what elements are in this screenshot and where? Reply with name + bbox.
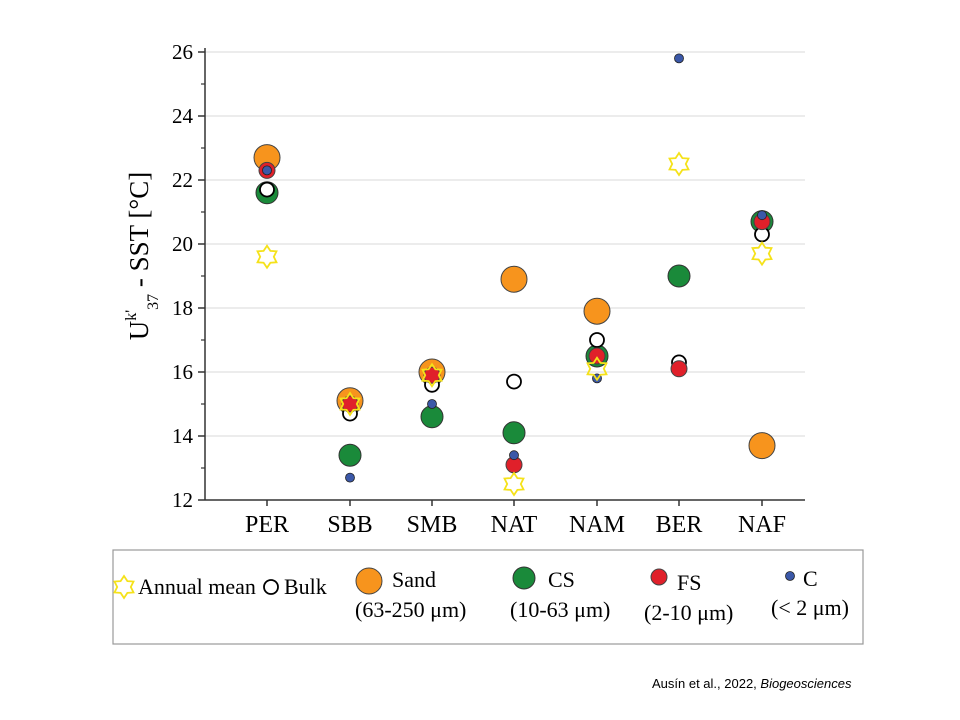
- citation: Ausín et al., 2022, Biogeosciences: [652, 676, 851, 691]
- legend-label: Bulk: [284, 574, 327, 599]
- legend-item-fs: FS (2-10 μm): [644, 568, 733, 625]
- x-category-label: BER: [656, 512, 703, 538]
- legend-item-annual-mean: Annual mean: [113, 574, 256, 600]
- y-tick-label: 24: [172, 104, 194, 128]
- legend-label: Sand: [392, 567, 436, 592]
- legend-label: Annual mean: [138, 574, 256, 599]
- x-category-labels: PER SBB SMB NAT NAM BER NAF: [245, 512, 786, 538]
- point: [339, 391, 361, 417]
- y-axis-label: Uk'37 - SST [°C]: [123, 172, 162, 340]
- point: [420, 405, 444, 429]
- point: [341, 395, 359, 413]
- y-tick-label: 22: [172, 168, 193, 192]
- citation-authors: Ausín et al., 2022,: [652, 676, 761, 691]
- x-category-label: PER: [245, 512, 289, 538]
- point: [674, 53, 684, 64]
- legend-symbol: [785, 571, 795, 581]
- legend-item-sand: Sand (63-250 μm): [355, 567, 466, 622]
- x-category-label: NAF: [738, 512, 786, 538]
- point: [259, 181, 275, 198]
- point: [667, 264, 691, 288]
- legend-symbol: [650, 568, 668, 586]
- point: [583, 297, 611, 325]
- legend: Annual mean Bulk Sand (63-250 μm) CS (10-63 μ…: [112, 549, 864, 645]
- point: [668, 151, 690, 177]
- legend-item-c: C (< 2 μm): [771, 566, 849, 620]
- legend-sublabel: (2-10 μm): [644, 600, 733, 625]
- y-tick-label: 12: [172, 488, 193, 512]
- point: [586, 356, 608, 382]
- legend-box: [112, 549, 864, 645]
- series-cs: [255, 181, 774, 467]
- x-category-label: SMB: [407, 512, 458, 538]
- y-tick-labels: 12 14 16 18 20 22 24 26: [172, 40, 194, 512]
- point: [757, 210, 767, 221]
- legend-label: CS: [548, 567, 575, 592]
- point: [506, 373, 522, 390]
- point: [751, 240, 773, 267]
- point: [338, 443, 362, 467]
- legend-label: C: [803, 566, 818, 591]
- citation-journal: Biogeosciences: [760, 676, 852, 691]
- series-sand: [253, 144, 776, 460]
- point: [423, 366, 441, 384]
- point: [748, 432, 776, 460]
- legend-symbol: [512, 566, 536, 590]
- series-annual-mean: [256, 151, 773, 497]
- point: [421, 362, 443, 388]
- y-tick-label: 16: [172, 360, 193, 384]
- point: [589, 332, 605, 348]
- y-tick-label: 20: [172, 232, 193, 256]
- legend-sublabel: (63-250 μm): [355, 597, 466, 622]
- point: [345, 472, 355, 483]
- legend-item-cs: CS (10-63 μm): [510, 566, 610, 622]
- legend-symbol: [263, 579, 279, 595]
- legend-sublabel: (< 2 μm): [771, 595, 849, 620]
- point: [503, 471, 525, 497]
- y-tick-label: 26: [172, 40, 193, 64]
- point: [256, 244, 278, 270]
- x-category-label: SBB: [327, 512, 372, 538]
- legend-symbol: [113, 574, 135, 600]
- gridlines: [205, 51, 805, 437]
- x-category-label: NAM: [569, 512, 625, 538]
- legend-item-bulk: Bulk: [263, 574, 327, 599]
- axes: [198, 48, 805, 506]
- y-tick-label: 14: [172, 424, 194, 448]
- data-marks: [253, 53, 776, 497]
- x-category-label: NAT: [491, 512, 538, 538]
- legend-sublabel: (10-63 μm): [510, 597, 610, 622]
- point: [670, 360, 688, 378]
- y-tick-label: 18: [172, 296, 193, 320]
- legend-label: FS: [677, 570, 701, 595]
- point: [500, 265, 528, 293]
- point: [509, 450, 519, 461]
- point: [262, 165, 272, 176]
- legend-symbol: [355, 567, 383, 595]
- point: [502, 421, 526, 445]
- point: [588, 347, 606, 365]
- series-bulk: [259, 181, 770, 422]
- point: [427, 399, 437, 409]
